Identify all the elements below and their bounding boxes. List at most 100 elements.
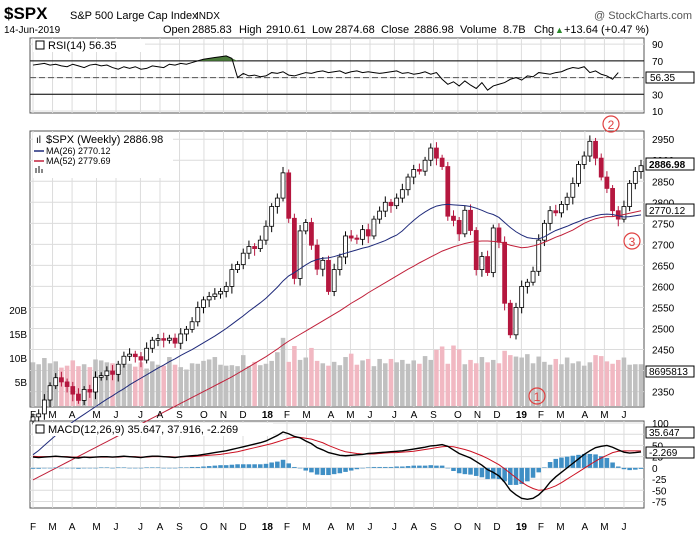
candle-body <box>348 235 354 239</box>
volume-bar <box>388 358 394 406</box>
macd-histogram-bar <box>59 467 64 469</box>
macd-histogram-bar <box>326 467 331 476</box>
candle-body <box>47 385 53 401</box>
candle-body <box>405 176 411 191</box>
volume-bar <box>212 357 218 406</box>
macd-histogram-bar <box>235 464 240 468</box>
x-tick-label: N <box>474 522 481 533</box>
volume-bar <box>468 359 473 406</box>
macd-histogram-bar <box>490 467 496 479</box>
macd-histogram-bar <box>428 465 434 468</box>
macd-histogram-bar <box>229 464 235 468</box>
chart-date: 14-Jun-2019 <box>4 25 61 36</box>
macd-tick-label: -50 <box>652 486 667 497</box>
macd-histogram-bar <box>263 463 269 468</box>
volume-bar <box>519 357 524 406</box>
volume-bar <box>627 364 632 406</box>
x-tick-label: J <box>367 410 372 421</box>
x-tick-label: S <box>430 522 437 533</box>
volume-bar <box>428 359 434 406</box>
candle-body <box>309 222 314 246</box>
volume-legend-icon <box>35 168 37 173</box>
volume-bar <box>598 356 604 406</box>
stockcharts-credit: @ StockCharts.com <box>594 10 692 22</box>
volume-bar <box>581 365 587 406</box>
x-tick-label: A <box>582 522 589 533</box>
x-tick-label: A <box>582 410 589 421</box>
macd-histogram-bar <box>81 467 87 469</box>
candle-body <box>246 246 252 254</box>
candle-body <box>411 169 417 178</box>
macd-histogram-bar <box>144 467 149 468</box>
x-tick-label: N <box>220 410 227 421</box>
x-tick-label: M <box>302 410 310 421</box>
x-tick-label: J <box>114 410 119 421</box>
candle-body <box>536 239 542 272</box>
price-tick-label: 2350 <box>652 388 675 399</box>
x-tick-label: S <box>430 410 437 421</box>
macd-histogram-bar <box>246 464 252 468</box>
macd-histogram-bar <box>138 467 144 469</box>
symbol: $SPX <box>4 4 48 23</box>
volume-bar <box>479 357 485 406</box>
x-tick-label: F <box>284 410 290 421</box>
x-tick-label: F <box>538 522 544 533</box>
candle-body <box>621 206 627 220</box>
macd-histogram-bar <box>354 467 360 470</box>
annotation-2-circle <box>602 115 620 133</box>
annotation-1: 1 <box>534 390 541 404</box>
macd-tick-label: 100 <box>652 419 669 430</box>
macd-histogram-bar <box>303 467 309 471</box>
macd-histogram-bar <box>343 467 348 472</box>
candle-body <box>326 259 331 292</box>
candle-body <box>632 171 638 184</box>
candle-body <box>530 270 536 283</box>
candle-body <box>451 215 456 221</box>
macd-histogram-bar <box>64 467 70 469</box>
x-tick-label: O <box>200 410 208 421</box>
macd-histogram-bar <box>275 461 280 468</box>
candle-body <box>127 353 132 357</box>
volume-bar <box>155 364 161 406</box>
rsi-last-value: 56.35 <box>650 73 675 84</box>
macd-histogram-bar <box>206 466 212 468</box>
volume-bar <box>371 366 377 406</box>
volume-bar <box>195 363 201 406</box>
candle-body <box>377 210 383 220</box>
price-tick-label: 2450 <box>652 346 675 357</box>
candle-body <box>542 222 547 241</box>
macd-histogram-bar <box>121 467 127 468</box>
macd-tick-label: -75 <box>652 498 667 509</box>
candle-body <box>598 157 604 178</box>
macd-histogram-bar <box>377 466 382 468</box>
candle-body <box>570 182 576 198</box>
volume-bar <box>104 362 110 406</box>
volume-bar <box>615 359 621 406</box>
macd-histogram-bar <box>98 467 104 468</box>
x-tick-label: M <box>600 410 608 421</box>
macd-layer <box>30 431 644 500</box>
rsi-tick-label: 30 <box>652 90 664 101</box>
candle-body <box>59 377 64 383</box>
macd-histogram-bar <box>155 467 161 468</box>
x-tick-label: M <box>600 522 608 533</box>
candle-body <box>417 169 422 172</box>
x-tick-label: D <box>239 410 246 421</box>
volume-bar <box>576 361 581 406</box>
volume-bar <box>473 363 479 406</box>
candle-body <box>121 355 127 365</box>
volume-tick-label: 5B <box>15 378 28 389</box>
price-title: $SPX (Weekly) 2886.98 <box>46 134 163 146</box>
volume-bar <box>400 359 405 406</box>
candle-body <box>439 157 445 167</box>
candle-body <box>473 230 479 271</box>
macd-histogram-bar <box>104 467 110 468</box>
macd-histogram-bar <box>292 466 297 468</box>
candle-body <box>576 164 581 184</box>
candle-body <box>587 140 593 157</box>
candle-body <box>53 377 59 387</box>
macd-histogram-bar <box>610 462 615 468</box>
x-tick-label: M <box>92 522 100 533</box>
x-tick-label: D <box>239 522 246 533</box>
candle-body <box>399 189 405 199</box>
